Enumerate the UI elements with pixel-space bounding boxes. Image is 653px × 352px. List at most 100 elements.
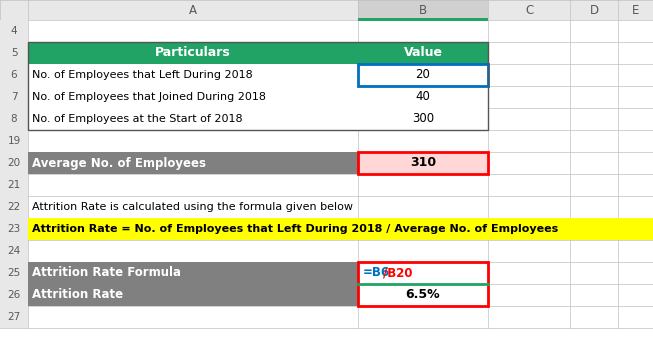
Text: 23: 23: [7, 224, 21, 234]
Bar: [28, 0, 358, 20]
Bar: [28, 284, 358, 306]
Bar: [0, 306, 28, 328]
Text: 7: 7: [10, 92, 18, 102]
Bar: [358, 152, 488, 174]
Bar: [618, 196, 653, 218]
Bar: [358, 306, 488, 328]
Bar: [358, 86, 488, 108]
Text: 27: 27: [7, 312, 21, 322]
Text: D: D: [590, 4, 599, 17]
Bar: [570, 130, 618, 152]
Bar: [0, 0, 28, 20]
Text: Value: Value: [404, 46, 443, 59]
Text: 300: 300: [412, 113, 434, 126]
Bar: [618, 0, 653, 20]
Bar: [488, 152, 570, 174]
Text: 6.5%: 6.5%: [406, 289, 440, 302]
Bar: [0, 64, 28, 86]
Bar: [618, 20, 653, 42]
Bar: [358, 64, 488, 86]
Text: 24: 24: [7, 246, 21, 256]
Bar: [488, 218, 570, 240]
Bar: [570, 262, 618, 284]
Bar: [28, 130, 358, 152]
Bar: [570, 240, 618, 262]
Bar: [28, 86, 358, 108]
Bar: [570, 86, 618, 108]
Bar: [358, 18, 488, 21]
Bar: [28, 108, 358, 130]
Bar: [488, 306, 570, 328]
Text: E: E: [632, 4, 639, 17]
Bar: [618, 108, 653, 130]
Bar: [0, 108, 28, 130]
Bar: [488, 0, 570, 20]
Text: 310: 310: [410, 157, 436, 170]
Text: 21: 21: [7, 180, 21, 190]
Bar: [358, 42, 488, 64]
Bar: [358, 108, 488, 130]
Bar: [0, 152, 28, 174]
Bar: [358, 262, 488, 284]
Text: C: C: [525, 4, 533, 17]
Text: Particulars: Particulars: [155, 46, 231, 59]
Bar: [488, 64, 570, 86]
Bar: [28, 108, 358, 130]
Bar: [28, 152, 358, 174]
Bar: [488, 174, 570, 196]
Bar: [618, 152, 653, 174]
Bar: [488, 240, 570, 262]
Bar: [618, 64, 653, 86]
Bar: [28, 86, 358, 108]
Bar: [358, 64, 488, 86]
Bar: [358, 42, 488, 64]
Bar: [570, 0, 618, 20]
Text: 26: 26: [7, 290, 21, 300]
Bar: [570, 152, 618, 174]
Bar: [358, 240, 488, 262]
Bar: [618, 86, 653, 108]
Bar: [570, 42, 618, 64]
Text: /B20: /B20: [383, 266, 413, 279]
Text: No. of Employees that Joined During 2018: No. of Employees that Joined During 2018: [32, 92, 266, 102]
Bar: [28, 64, 358, 86]
Bar: [618, 284, 653, 306]
Bar: [0, 174, 28, 196]
Bar: [618, 174, 653, 196]
Bar: [358, 152, 488, 174]
Bar: [0, 20, 28, 42]
Text: 40: 40: [415, 90, 430, 103]
Bar: [488, 196, 570, 218]
Bar: [28, 42, 358, 64]
Bar: [488, 130, 570, 152]
Bar: [0, 42, 28, 64]
Bar: [488, 42, 570, 64]
Bar: [358, 284, 488, 306]
Text: 4: 4: [10, 26, 18, 36]
Bar: [0, 240, 28, 262]
Text: B: B: [419, 4, 427, 17]
Bar: [0, 284, 28, 306]
Bar: [488, 284, 570, 306]
Text: 6: 6: [10, 70, 18, 80]
Bar: [28, 284, 358, 306]
Text: 8: 8: [10, 114, 18, 124]
Bar: [570, 306, 618, 328]
Text: 20: 20: [7, 158, 20, 168]
Text: Attrition Rate is calculated using the formula given below: Attrition Rate is calculated using the f…: [32, 202, 353, 212]
Text: Average No. of Employees: Average No. of Employees: [32, 157, 206, 170]
Bar: [488, 262, 570, 284]
Bar: [358, 64, 488, 86]
Bar: [28, 174, 358, 196]
Text: =B6: =B6: [363, 266, 390, 279]
Bar: [488, 108, 570, 130]
Bar: [358, 0, 488, 20]
Bar: [28, 218, 653, 240]
Bar: [618, 240, 653, 262]
Bar: [570, 174, 618, 196]
Bar: [488, 86, 570, 108]
Bar: [488, 20, 570, 42]
Bar: [0, 218, 28, 240]
Bar: [28, 196, 358, 218]
Bar: [0, 130, 28, 152]
